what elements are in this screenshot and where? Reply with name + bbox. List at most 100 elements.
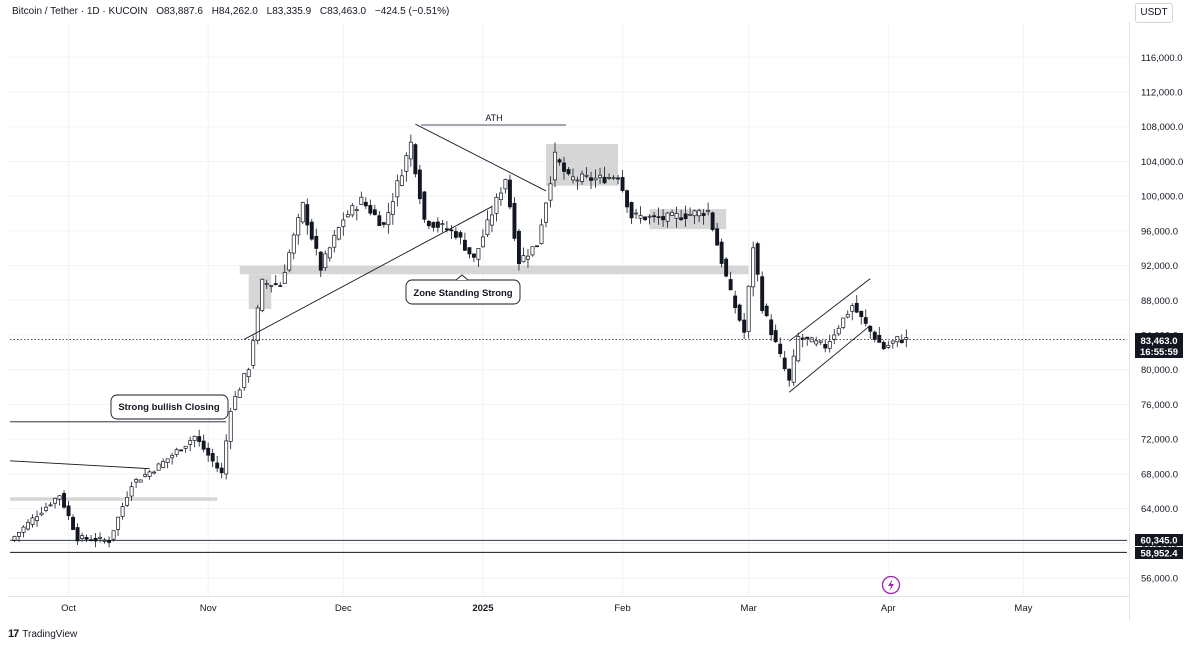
candle <box>44 502 48 513</box>
candle <box>796 332 801 363</box>
candle <box>805 336 810 346</box>
candle <box>571 168 575 184</box>
candle <box>66 500 71 521</box>
channel-upper[interactable] <box>788 278 871 342</box>
candle <box>737 303 742 322</box>
candle <box>625 189 630 214</box>
level-1-tag-bg <box>1135 534 1183 546</box>
candle <box>692 209 697 225</box>
candle <box>242 373 247 391</box>
candle <box>787 368 792 387</box>
y-tick-label: 56,000.0 <box>1141 574 1178 585</box>
candle <box>553 142 557 188</box>
y-tick-label: 72,000.0 <box>1141 435 1178 446</box>
candle <box>548 176 553 208</box>
candle <box>701 209 706 225</box>
level-1-tag: 60,345.0 <box>1141 536 1178 547</box>
y-tick-label: 108,000.0 <box>1141 122 1183 133</box>
candle <box>440 219 445 233</box>
annotation-zone[interactable]: Zone Standing Strong <box>405 274 521 305</box>
candle <box>39 506 44 517</box>
candle <box>237 387 242 398</box>
candle <box>219 462 224 479</box>
grid <box>8 22 1129 596</box>
change-value: −424.5 (−0.51%) <box>374 6 450 17</box>
candle <box>611 175 616 181</box>
candle <box>152 470 157 475</box>
candle <box>602 166 607 184</box>
annotation-bullish[interactable]: Strong bullish Closing <box>110 394 229 420</box>
candle <box>309 218 314 241</box>
currency-button[interactable]: USDT <box>1135 3 1173 23</box>
candle <box>435 217 440 233</box>
candle <box>818 340 823 346</box>
candle <box>53 497 57 509</box>
candle <box>679 209 684 222</box>
candle <box>580 170 584 185</box>
candle <box>206 442 211 462</box>
candle <box>116 516 121 536</box>
candle <box>197 429 202 447</box>
level-2-tag: 58,952.4 <box>1141 549 1179 560</box>
candle <box>458 230 463 245</box>
candle <box>512 197 517 241</box>
candle <box>769 314 774 341</box>
candle <box>399 169 404 187</box>
x-tick-label: Oct <box>61 603 76 614</box>
candle <box>742 313 747 340</box>
candle <box>291 232 296 260</box>
trendline-resistance[interactable] <box>415 123 547 192</box>
tradingview-brand[interactable]: 17 TradingView <box>8 628 77 640</box>
high-value: H84,262.0 <box>211 6 258 17</box>
lightning-icon[interactable] <box>881 575 901 595</box>
candle <box>530 246 535 257</box>
candle <box>539 218 544 245</box>
y-tick-label: 92,000.0 <box>1141 261 1178 272</box>
candle <box>359 191 364 205</box>
candle <box>296 213 301 245</box>
candle <box>643 216 648 222</box>
candle <box>791 349 796 386</box>
channel-lower[interactable] <box>788 325 871 393</box>
candle <box>890 340 895 349</box>
candle <box>107 536 112 548</box>
x-tick-label: Feb <box>614 603 630 614</box>
candle <box>773 324 778 343</box>
candle <box>467 247 472 259</box>
candle <box>489 205 494 233</box>
candle <box>75 523 80 545</box>
candle <box>62 490 66 509</box>
candle <box>422 190 427 223</box>
annotation-ath[interactable]: ATH <box>421 113 566 126</box>
candle <box>300 201 305 225</box>
candle <box>715 222 720 246</box>
time-axis[interactable]: Oct Nov Dec 2025 Feb Mar Apr May <box>61 603 1032 614</box>
candle <box>71 514 76 531</box>
price-axis[interactable]: 56,000.060,000.064,000.068,000.072,000.0… <box>1141 53 1183 585</box>
candle <box>30 514 35 528</box>
trendline-oct[interactable] <box>9 460 150 470</box>
symbol-name[interactable]: Bitcoin / Tether · 1D · KUCOIN <box>12 6 148 17</box>
candle <box>661 209 666 227</box>
candle <box>575 176 580 190</box>
candle <box>683 205 688 227</box>
candle <box>170 452 175 465</box>
trendline-support[interactable] <box>243 206 493 340</box>
candle <box>647 214 652 225</box>
candle <box>544 202 548 228</box>
candle <box>417 164 422 205</box>
candle <box>733 290 738 314</box>
candle <box>688 207 693 216</box>
candle <box>449 225 454 239</box>
y-tick-label: 116,000.0 <box>1141 53 1183 64</box>
candle <box>850 303 855 321</box>
candle <box>174 447 179 458</box>
candle <box>48 501 53 507</box>
candle <box>638 206 643 224</box>
candle <box>372 204 377 216</box>
current-price-tag: 83,463.0 <box>1141 336 1178 347</box>
candle <box>706 202 711 216</box>
current-price-tag-bg <box>1135 333 1183 358</box>
candle <box>341 212 346 236</box>
